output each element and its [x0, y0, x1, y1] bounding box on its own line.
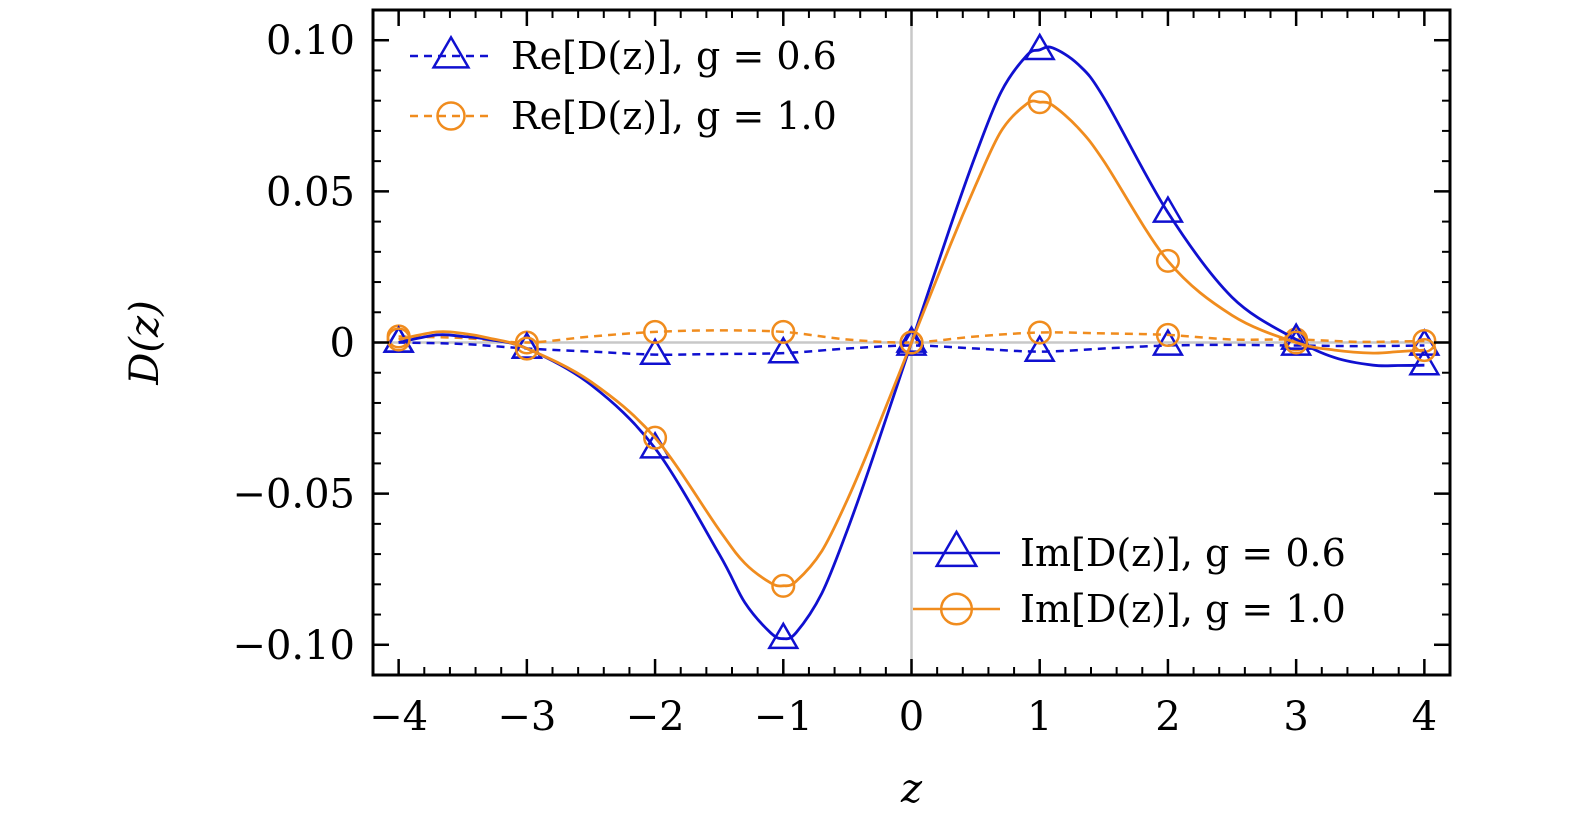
- y-tick-label: 0.10: [266, 18, 355, 64]
- legend-marker: [431, 34, 471, 69]
- series-3: [386, 90, 1437, 598]
- data-point: [771, 319, 796, 344]
- data-point: [767, 621, 800, 650]
- data-point: [382, 325, 415, 353]
- data-point: [643, 425, 668, 450]
- x-tick-label: 4: [1412, 694, 1437, 740]
- x-tick-label: −1: [754, 694, 813, 740]
- legend-top-left: Re[D(z)], g = 0.6 Re[D(z)], g = 1.0: [410, 34, 837, 138]
- legend-label: Im[D(z)], g = 1.0: [1020, 587, 1346, 631]
- data-point: [1155, 322, 1180, 347]
- data-point: [514, 336, 539, 361]
- data-point: [771, 573, 796, 598]
- x-tick-label: −3: [497, 694, 556, 740]
- data-point: [643, 319, 668, 344]
- data-point: [1027, 320, 1052, 345]
- x-tick-label: −2: [626, 694, 685, 740]
- x-axis-label: z: [900, 766, 923, 812]
- data-point: [386, 327, 411, 352]
- legend-bottom-right: Im[D(z)], g = 0.6 Im[D(z)], g = 1.0: [913, 529, 1346, 631]
- x-tick-label: −4: [369, 694, 428, 740]
- data-point: [895, 325, 928, 353]
- y-tick-label: 0.05: [266, 169, 355, 215]
- series-layer: [382, 32, 1441, 650]
- tick-labels: −4 −3 −2 −1 0 1 2 3 4 0.10 0.05 0 −0.05 −0.10: [232, 18, 1437, 740]
- data-point: [1408, 347, 1441, 376]
- legend-marker: [436, 101, 466, 131]
- data-point: [899, 330, 924, 355]
- series-line: [398, 99, 1425, 588]
- y-tick-label: −0.05: [232, 472, 355, 518]
- data-point: [1027, 90, 1052, 115]
- data-point: [1284, 330, 1309, 355]
- data-point: [1155, 248, 1180, 273]
- legend-label: Re[D(z)], g = 1.0: [511, 94, 837, 138]
- legend-marker: [934, 529, 979, 568]
- data-point: [1151, 195, 1185, 223]
- x-tick-label: 3: [1283, 694, 1308, 740]
- data-point: [1280, 322, 1313, 350]
- data-point: [1023, 32, 1056, 61]
- y-tick-label: 0: [330, 321, 355, 367]
- y-axis-label: D(z): [122, 300, 168, 385]
- x-tick-label: 2: [1155, 694, 1180, 740]
- legend-label: Im[D(z)], g = 0.6: [1020, 531, 1346, 575]
- data-point: [638, 337, 672, 365]
- y-tick-label: −0.10: [232, 623, 355, 669]
- x-tick-label: 1: [1027, 694, 1052, 740]
- data-point: [1412, 338, 1437, 363]
- x-tick-label: 0: [899, 694, 924, 740]
- legend-marker: [939, 592, 974, 626]
- series-line: [398, 341, 1425, 356]
- series-line: [398, 329, 1425, 344]
- legend-label: Re[D(z)], g = 0.6: [511, 34, 837, 78]
- legend-layer: Re[D(z)], g = 0.6 Re[D(z)], g = 1.0 Im[D(z…: [410, 34, 1346, 631]
- ticks-layer: [373, 9, 1450, 676]
- data-point: [767, 335, 800, 364]
- data-point: [1023, 334, 1056, 362]
